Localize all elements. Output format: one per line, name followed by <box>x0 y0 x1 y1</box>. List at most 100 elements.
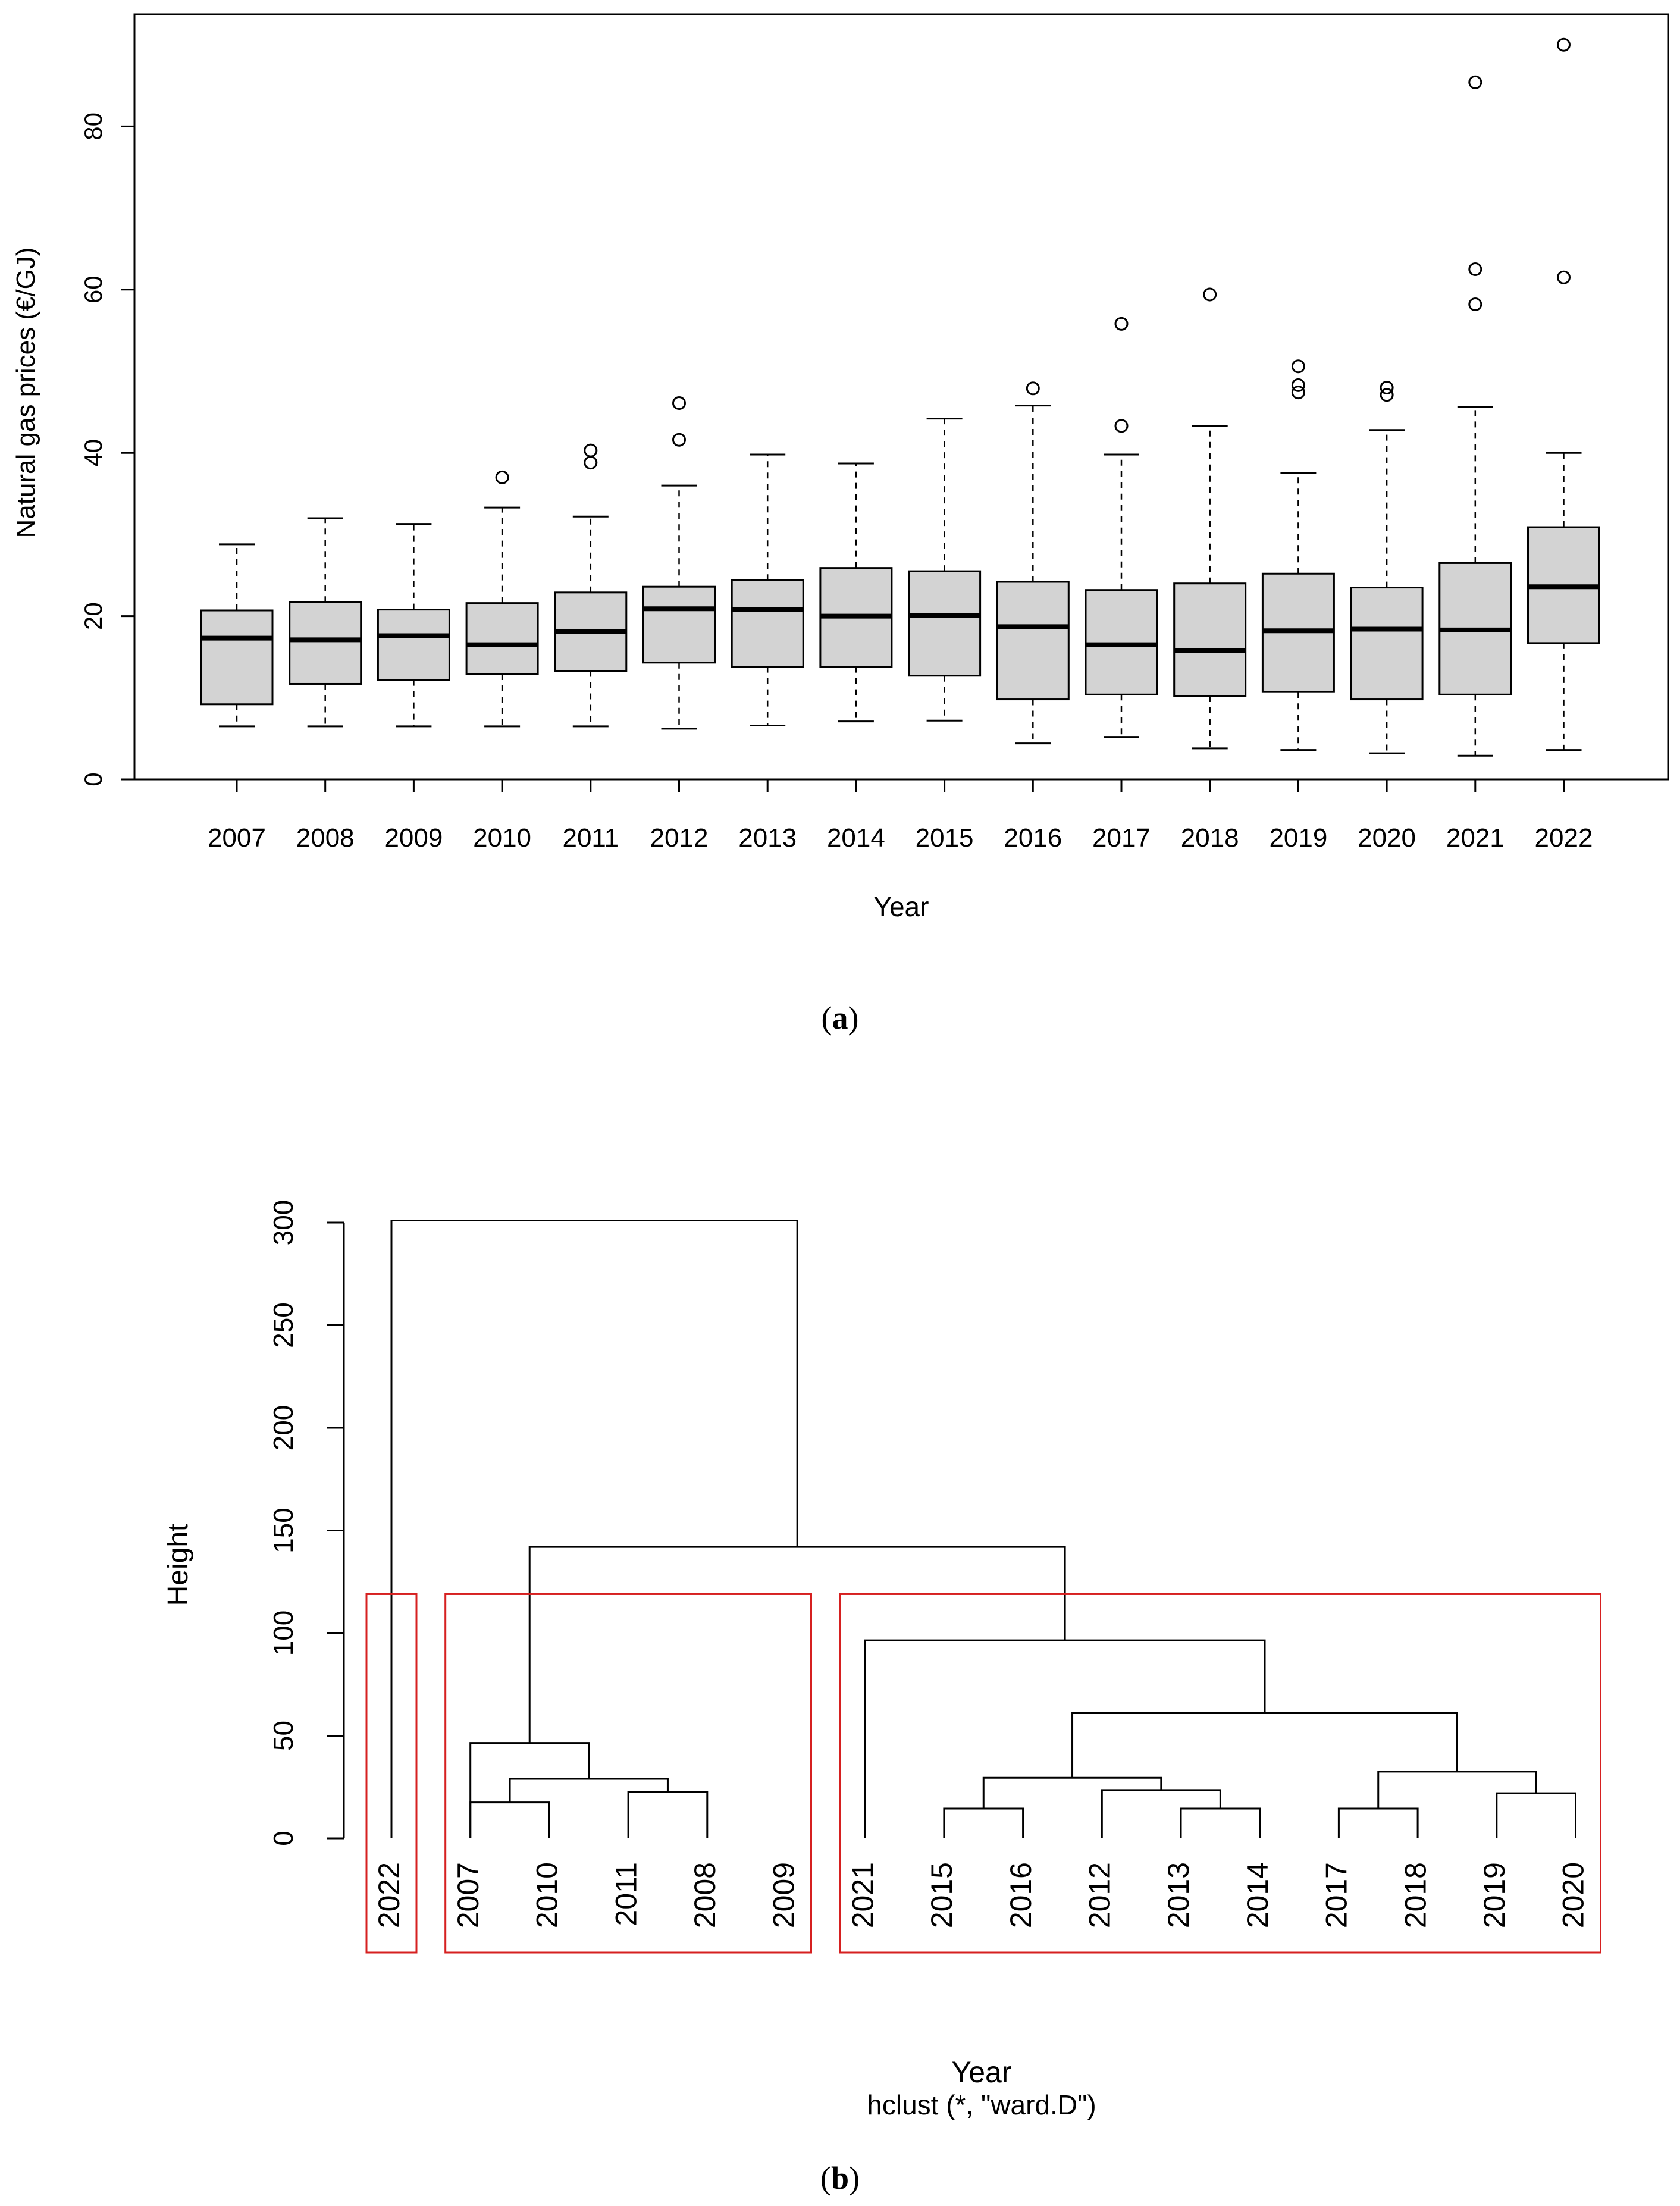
boxplot-box-2008 <box>289 517 362 728</box>
dendrogram-leaf-label: 2010 <box>531 1862 564 1928</box>
boxplot-outlier-point <box>1468 75 1482 89</box>
boxplot-outlier-point <box>1291 386 1305 400</box>
boxplot-outlier-point <box>584 443 598 458</box>
dendrogram-x-axis-label: Year <box>951 2055 1011 2089</box>
boxplot-y-axis: 0 20 40 60 80 <box>79 112 136 786</box>
dendrogram-leaf-label: 2014 <box>1241 1862 1274 1928</box>
dendrogram-branch <box>982 1776 1162 1809</box>
boxplot-iqr-box <box>996 581 1070 701</box>
boxplot-iqr-box <box>642 585 716 664</box>
dendrogram-leaf-label: 2013 <box>1162 1862 1195 1928</box>
dendrogram-branch <box>1496 1792 1576 1838</box>
caption-b: (b) <box>820 2160 860 2196</box>
dendrogram-cluster-box <box>839 1593 1601 1954</box>
dendrogram-branch <box>469 1801 550 1838</box>
boxplot-x-tick-label: 2018 <box>1181 823 1239 853</box>
dendrogram-leaf-label: 2012 <box>1083 1862 1117 1928</box>
boxplot-box-2021 <box>1438 75 1512 757</box>
boxplot-x-tick-label: 2019 <box>1269 823 1327 853</box>
boxplot-box-2015 <box>908 418 982 722</box>
dendrogram-branch <box>943 1807 1024 1838</box>
boxplot-box-2010 <box>465 470 539 728</box>
boxplot-iqr-box <box>200 609 274 706</box>
boxplot-box-2011 <box>554 443 628 728</box>
boxplot-x-tick-label: 2013 <box>738 823 797 853</box>
dendrogram-y-tick-label: 100 <box>268 1610 299 1656</box>
dendrogram-branch <box>627 1791 709 1838</box>
boxplot-x-tick-label: 2017 <box>1092 823 1151 853</box>
dendrogram-leaf-labels: 2022 2007 2010 2011 2008 2009 2021 2015 2016 2012… <box>372 1862 1590 1928</box>
caption-a: (a) <box>821 1000 859 1036</box>
boxplot-box-2016 <box>996 381 1070 745</box>
boxplot-outlier-point <box>1203 287 1217 302</box>
boxplot-box-2022 <box>1527 37 1600 751</box>
dendrogram-leaf-label: 2019 <box>1478 1862 1511 1928</box>
boxplot-boxes <box>200 37 1600 757</box>
boxplot-box-2014 <box>819 462 893 723</box>
boxplot-outlier-point <box>1114 317 1129 331</box>
dendrogram-branch <box>469 1742 590 1838</box>
boxplot-outlier-point <box>495 470 509 484</box>
dendrogram-leaf-label: 2021 <box>846 1862 879 1928</box>
boxplot-iqr-box <box>289 601 362 685</box>
dendrogram-leaf-label: 2022 <box>372 1862 406 1928</box>
boxplot-outlier-point <box>584 456 598 470</box>
boxplot-x-tick-label: 2008 <box>296 823 355 853</box>
boxplot-y-tick-label: 0 <box>79 772 107 786</box>
boxplot-box-2018 <box>1173 287 1247 750</box>
dendrogram-y-tick-label: 150 <box>268 1508 299 1553</box>
dendrogram-y-tick-label: 250 <box>268 1302 299 1348</box>
boxplot-x-tick-label: 2021 <box>1446 823 1505 853</box>
boxplot-outlier-point <box>1114 419 1129 433</box>
boxplot-x-axis-label: Year <box>874 891 929 922</box>
dendrogram-leaf-label: 2020 <box>1557 1862 1590 1928</box>
boxplot-x-tick-label: 2010 <box>473 823 531 853</box>
dendrogram-branch <box>1101 1789 1221 1838</box>
boxplot-outlier-point <box>1468 297 1482 311</box>
dendrogram-method-subtitle: hclust (*, "ward.D") <box>867 2089 1096 2120</box>
boxplot-box-2007 <box>200 543 274 728</box>
boxplot-y-axis-label: Natural gas prices (€/GJ) <box>11 247 40 538</box>
boxplot-y-tick-label: 20 <box>79 602 107 630</box>
boxplot-iqr-box <box>731 579 804 668</box>
dendrogram-leaf-label: 2018 <box>1399 1862 1432 1928</box>
boxplot-outlier-point <box>1557 37 1571 52</box>
boxplot-outlier-point <box>1557 270 1571 284</box>
boxplot-box-2009 <box>377 523 450 728</box>
dendrogram-leaf-label: 2009 <box>767 1862 801 1928</box>
dendrogram-branch <box>1337 1807 1419 1838</box>
dendrogram-branch <box>390 1220 798 1838</box>
boxplot-x-tick-label: 2020 <box>1358 823 1416 853</box>
dendrogram-cluster-box <box>444 1593 812 1954</box>
boxplot-iqr-box <box>1350 587 1424 701</box>
dendrogram-leaf-label: 2017 <box>1320 1862 1353 1928</box>
dendrogram-branch <box>1071 1712 1458 1778</box>
boxplot-box-2020 <box>1350 380 1424 754</box>
boxplot-iqr-box <box>377 609 450 681</box>
dendrogram-leaf-label: 2008 <box>688 1862 722 1928</box>
boxplot-y-tick-label: 40 <box>79 439 107 467</box>
boxplot-outlier-point <box>1380 388 1394 402</box>
boxplot-iqr-box <box>465 602 539 675</box>
dendrogram-branch <box>509 1778 669 1803</box>
boxplot-iqr-box <box>1173 582 1247 697</box>
dendrogram-y-axis-label: Height <box>162 1524 194 1606</box>
boxplot-outlier-point <box>672 433 686 447</box>
dendrogram-cluster-boxes <box>365 1593 1601 1954</box>
boxplot-box-2017 <box>1085 317 1158 738</box>
dendrogram-y-tick-label: 50 <box>268 1721 299 1751</box>
dendrogram-branch <box>1377 1771 1537 1809</box>
boxplot-x-axis: 2007 2008 2009 2010 2011 2012 2013 2014 2015 2016… <box>208 778 1593 853</box>
boxplot-outlier-point <box>1291 359 1305 374</box>
dendrogram-y-tick-label: 300 <box>268 1200 299 1246</box>
boxplot-outlier-point <box>1026 381 1040 396</box>
boxplot-x-tick-label: 2011 <box>562 823 619 853</box>
boxplot-x-tick-label: 2009 <box>384 823 443 853</box>
boxplot-outlier-point <box>1380 380 1394 394</box>
dendrogram-branch <box>528 1546 1066 1743</box>
boxplot-iqr-box <box>1085 589 1158 695</box>
dendrogram-leaf-label: 2016 <box>1004 1862 1038 1928</box>
dendrogram-y-axis: 0 50 100 150 200 250 300 <box>268 1200 345 1846</box>
